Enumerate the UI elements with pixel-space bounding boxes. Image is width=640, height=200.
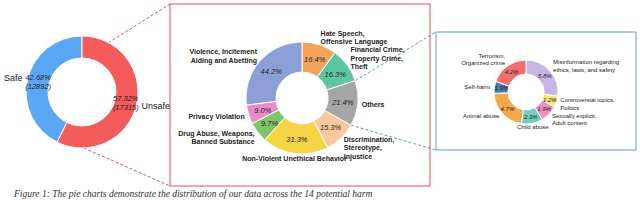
svg-text:Others: Others: [362, 100, 385, 107]
svg-text:16.3%: 16.3%: [325, 69, 347, 78]
svg-text:57.32%(17315): 57.32%(17315): [113, 93, 139, 111]
svg-text:1.2%: 1.2%: [543, 97, 557, 103]
svg-text:4.2%: 4.2%: [505, 69, 519, 75]
svg-text:42.68%(12892): 42.68%(12892): [25, 73, 51, 91]
svg-text:Non-Violent Unethical Behavior: Non-Violent Unethical Behavior: [242, 154, 347, 161]
svg-text:9.7%: 9.7%: [261, 119, 278, 128]
svg-text:Terrorism,Organized crime: Terrorism,Organized crime: [461, 53, 506, 66]
svg-text:Discrimination,Stereotype,Inju: Discrimination,Stereotype,Injustice: [344, 135, 395, 160]
svg-text:44.2%: 44.2%: [261, 66, 283, 75]
svg-text:1.9%: 1.9%: [537, 106, 551, 112]
svg-text:1.3%: 1.3%: [494, 85, 508, 91]
svg-text:Self-harm: Self-harm: [464, 84, 490, 90]
svg-text:Violence, IncitementAiding and: Violence, IncitementAiding and Abetting: [189, 48, 257, 64]
svg-text:Figure 1: The pie charts demon: Figure 1: The pie charts demonstrate the…: [13, 189, 373, 199]
svg-text:Sexually explicit,Adult conten: Sexually explicit,Adult content: [552, 113, 597, 126]
svg-text:Misinformation regardingethics: Misinformation regardingethics, laws, an…: [553, 59, 619, 72]
svg-text:31.3%: 31.3%: [286, 134, 308, 143]
svg-text:15.3%: 15.3%: [320, 123, 342, 132]
svg-text:Safe: Safe: [8, 73, 23, 83]
svg-text:5.8%: 5.8%: [538, 73, 552, 79]
svg-text:Unsafe: Unsafe: [141, 101, 170, 111]
svg-text:4.7%: 4.7%: [501, 106, 515, 112]
svg-text:Child abuse: Child abuse: [517, 124, 549, 130]
svg-text:9.0%: 9.0%: [254, 106, 271, 115]
svg-text:Animal abuse: Animal abuse: [463, 113, 500, 119]
svg-text:16.4%: 16.4%: [304, 55, 326, 64]
svg-text:21.4%: 21.4%: [331, 97, 354, 106]
svg-text:2.3%: 2.3%: [523, 114, 538, 120]
svg-text:Financial Crime,Property Crime: Financial Crime,Property Crime,Theft: [351, 46, 405, 70]
svg-text:Hate Speech,Offensive Language: Hate Speech,Offensive Language: [321, 29, 388, 45]
svg-text:Drug Abuse, Weapons,Banned Sub: Drug Abuse, Weapons,Banned Substance: [178, 130, 254, 145]
svg-text:Controversial topics,Politics: Controversial topics,Politics: [560, 97, 615, 110]
svg-text:Privacy Violation: Privacy Violation: [188, 112, 244, 120]
